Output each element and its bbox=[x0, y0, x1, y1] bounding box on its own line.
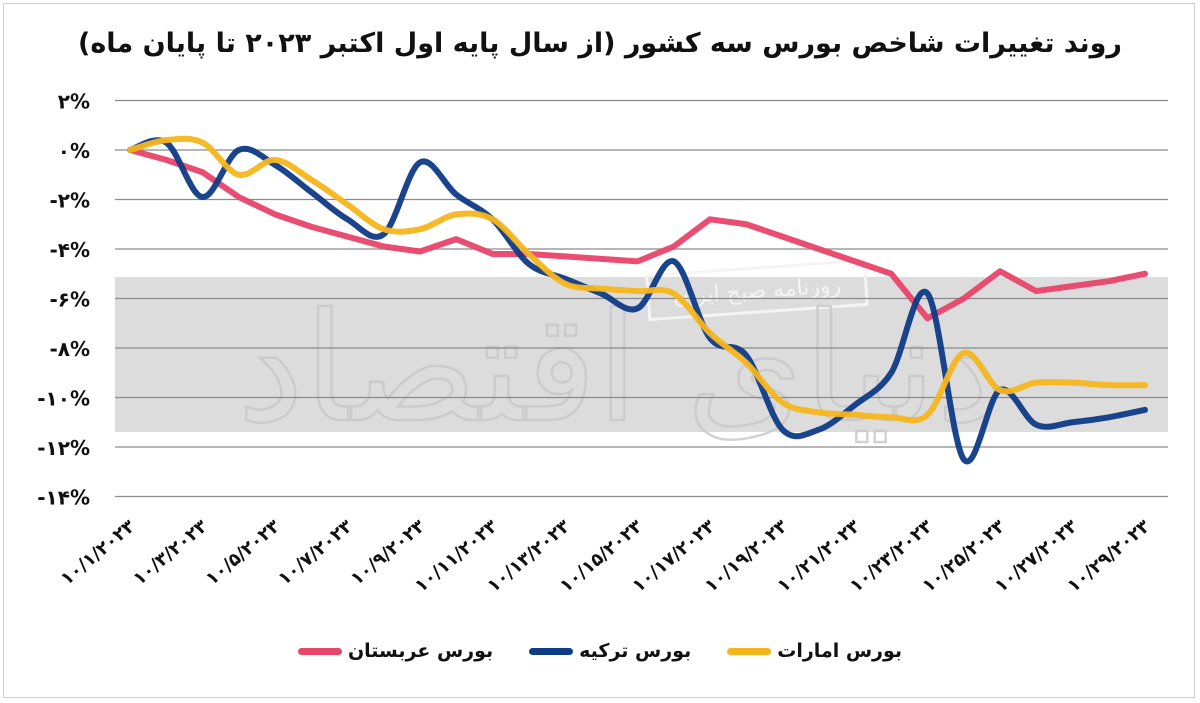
x-tick-label: ۱۰/۳/۲۰۲۳ bbox=[129, 516, 211, 590]
y-tick-label: -۱۰% bbox=[37, 387, 90, 411]
legend-item-turkey[interactable]: بورس ترکیه bbox=[529, 640, 691, 662]
legend-label-saudi: بورس عربستان bbox=[347, 640, 494, 662]
series-line-uae[interactable] bbox=[127, 135, 1148, 424]
legend-item-saudi[interactable]: بورس عربستان bbox=[297, 640, 494, 662]
y-tick-label: ۰% bbox=[58, 139, 90, 163]
legend-label-turkey: بورس ترکیه bbox=[579, 640, 692, 662]
legend-item-uae[interactable]: بورس امارات bbox=[727, 640, 902, 662]
legend-swatch-saudi bbox=[297, 647, 342, 655]
y-tick-label: -۲% bbox=[49, 189, 90, 213]
legend-swatch-turkey bbox=[529, 647, 574, 655]
y-tick-label: -۱۲% bbox=[37, 436, 90, 460]
chart-frame bbox=[3, 3, 1195, 698]
chart-title: روند تغییرات شاخص بورس سه کشور (از سال پ… bbox=[78, 28, 1122, 59]
legend-swatch-uae bbox=[727, 647, 772, 655]
y-tick-label: -۶% bbox=[49, 288, 90, 312]
x-tick-label: ۱۰/۷/۲۰۲۳ bbox=[274, 516, 356, 590]
chart-legend: بورس امارات بورس ترکیه بورس عربستان bbox=[0, 640, 1200, 662]
y-tick-label: -۱۴% bbox=[37, 486, 90, 510]
y-tick-label: -۴% bbox=[49, 238, 90, 262]
y-tick-label: -۸% bbox=[49, 337, 90, 361]
x-tick-label: ۱۰/۵/۲۰۲۳ bbox=[202, 516, 284, 590]
legend-label-uae: بورس امارات bbox=[777, 640, 903, 662]
watermark-logo: دنیای اقتصاد bbox=[237, 282, 1003, 456]
series-line-saudi[interactable] bbox=[127, 147, 1148, 322]
x-tick-label: ۱۰/۱/۲۰۲۳ bbox=[57, 516, 139, 590]
series-line-turkey[interactable] bbox=[127, 137, 1148, 465]
y-tick-label: ۲% bbox=[58, 90, 90, 114]
